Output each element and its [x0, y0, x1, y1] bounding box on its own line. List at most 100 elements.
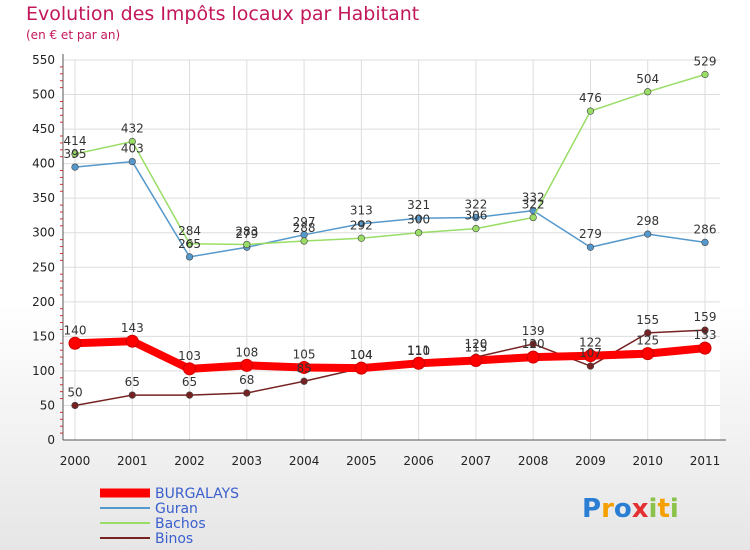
data-point-bachos: [300, 237, 308, 245]
legend-label-bachos: Bachos: [155, 516, 206, 532]
data-point-binos: [128, 391, 136, 399]
data-label-guran: 395: [64, 147, 87, 161]
data-label-binos: 159: [694, 310, 717, 324]
data-point-binos: [300, 377, 308, 385]
data-label-guran: 298: [636, 214, 659, 228]
series-line-burgalays: [71, 337, 709, 373]
data-point-burgalays: [526, 350, 540, 364]
data-label-binos: 104: [350, 348, 373, 362]
data-point-guran: [472, 213, 480, 222]
data-point-guran: [415, 214, 423, 222]
data-point-guran: [128, 157, 136, 166]
y-tick-label: 500: [32, 88, 55, 102]
data-point-bachos: [644, 88, 652, 96]
y-tick-label: 300: [32, 226, 55, 240]
data-label-binos: 50: [67, 385, 82, 399]
data-point-bachos: [472, 224, 480, 233]
data-label-binos: 110: [407, 344, 430, 358]
data-label-guran: 332: [522, 191, 545, 205]
data-label-bachos: 284: [178, 224, 201, 238]
data-label-burgalays: 103: [178, 349, 201, 363]
data-label-burgalays: 108: [235, 345, 258, 359]
legend-label-binos: Binos: [155, 531, 193, 547]
data-label-burgalays: 143: [121, 321, 144, 335]
data-label-burgalays: 140: [64, 323, 87, 337]
data-label-guran: 313: [350, 204, 373, 218]
data-label-bachos: 306: [464, 209, 487, 223]
x-tick-label: 2005: [346, 454, 377, 468]
y-tick-label: 350: [32, 191, 55, 205]
data-label-guran: 286: [694, 222, 717, 236]
legend-label-guran: Guran: [155, 501, 198, 517]
x-tick-label: 2011: [690, 454, 721, 468]
plot-area: [63, 60, 720, 440]
data-label-guran: 297: [293, 215, 316, 229]
data-point-burgalays: [469, 354, 483, 368]
y-tick-label: 250: [32, 260, 55, 274]
data-label-burgalays: 104: [350, 348, 373, 362]
y-tick-label: 150: [32, 329, 55, 343]
data-label-guran: 321: [407, 198, 430, 212]
data-label-bachos: 414: [64, 134, 87, 148]
data-label-bachos: 322: [522, 198, 545, 212]
data-point-bachos: [128, 137, 136, 146]
y-tick-label: 100: [32, 364, 55, 378]
data-label-burgalays: 125: [636, 334, 659, 348]
data-point-binos: [243, 389, 251, 397]
data-label-guran: 265: [178, 237, 201, 251]
data-point-guran: [586, 243, 595, 251]
data-point-binos: [644, 329, 652, 337]
data-point-burgalays: [641, 347, 655, 361]
x-tick-label: 2010: [632, 454, 663, 468]
y-tick-label: 450: [32, 122, 55, 136]
chart-subtitle: (en € et par an): [26, 28, 121, 42]
data-label-binos: 120: [464, 337, 487, 351]
x-tick-label: 2003: [232, 454, 263, 468]
data-label-guran: 279: [235, 227, 258, 241]
data-point-bachos: [586, 107, 595, 115]
x-tick-label: 2004: [289, 454, 320, 468]
data-point-binos: [529, 340, 537, 348]
y-tick-label: 200: [32, 295, 55, 309]
series-line-guran: [74, 160, 706, 258]
data-point-guran: [185, 253, 194, 261]
data-point-burgalays: [583, 349, 597, 363]
data-label-burgalays: 111: [407, 343, 430, 357]
data-label-guran: 322: [464, 198, 487, 212]
x-tick-label: 2007: [461, 454, 492, 468]
data-label-burgalays: 115: [464, 341, 487, 355]
data-point-burgalays: [412, 356, 426, 370]
data-label-bachos: 283: [235, 224, 258, 238]
data-point-guran: [71, 163, 79, 171]
x-tick-label: 2002: [174, 454, 205, 468]
data-point-bachos: [415, 229, 423, 237]
y-tick-label: 400: [32, 157, 55, 171]
y-tick-label: 550: [32, 53, 55, 67]
proxiti-logo: Proxiti: [582, 494, 679, 524]
data-point-burgalays: [698, 341, 712, 355]
data-point-bachos: [529, 213, 537, 222]
data-label-binos: 65: [125, 375, 140, 389]
data-label-binos: 139: [522, 324, 545, 338]
data-label-burgalays: 120: [522, 337, 545, 351]
data-label-burgalays: 105: [293, 347, 316, 361]
data-point-guran: [701, 238, 709, 246]
data-point-bachos: [243, 240, 251, 249]
data-point-burgalays: [68, 336, 82, 350]
x-tick-label: 2009: [575, 454, 606, 468]
x-tick-label: 2006: [403, 454, 434, 468]
data-label-bachos: 504: [636, 72, 659, 86]
y-tick-label: 0: [47, 433, 55, 447]
data-label-bachos: 292: [350, 218, 373, 232]
data-label-binos: 68: [239, 373, 254, 387]
data-point-binos: [701, 326, 709, 334]
data-point-bachos: [185, 240, 194, 248]
data-label-bachos: 432: [121, 122, 144, 136]
data-label-burgalays: 122: [579, 336, 602, 350]
data-point-burgalays: [354, 361, 368, 375]
data-point-bachos: [71, 150, 79, 158]
chart-title: Evolution des Impôts locaux par Habitant: [26, 3, 420, 25]
data-point-guran: [357, 220, 365, 228]
